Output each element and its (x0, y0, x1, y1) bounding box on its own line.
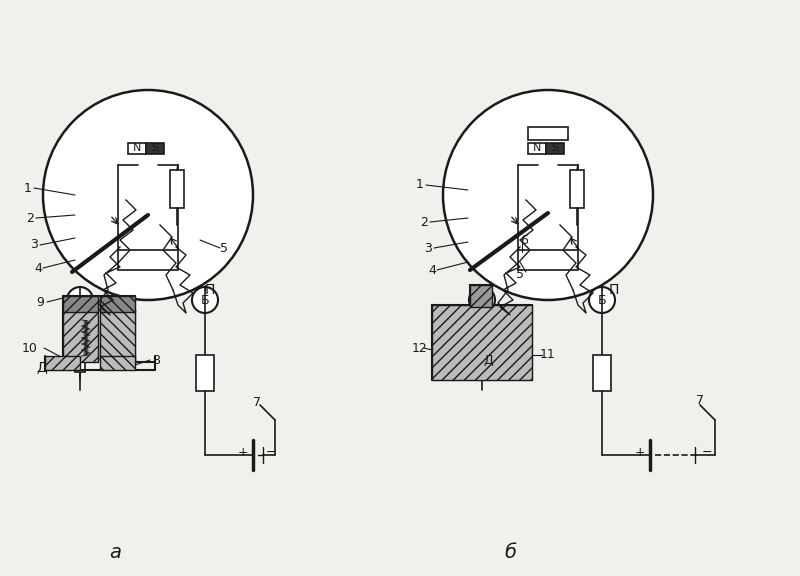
Text: N: N (133, 143, 141, 153)
Bar (118, 250, 178, 270)
Bar (432, 305, 532, 380)
Text: 7: 7 (253, 396, 261, 408)
Bar (593, 355, 611, 391)
Text: Д: Д (483, 354, 493, 366)
Text: 6: 6 (520, 233, 528, 247)
Text: 2: 2 (420, 215, 428, 229)
Text: S: S (151, 143, 158, 153)
Text: +: + (634, 445, 646, 458)
Bar (528, 143, 546, 154)
Text: Д: Д (477, 294, 487, 306)
Text: 5: 5 (516, 268, 524, 282)
Text: −: − (702, 445, 712, 458)
Text: 7: 7 (696, 393, 704, 407)
Bar (63, 296, 98, 312)
Bar (477, 362, 487, 374)
Bar (100, 296, 135, 312)
Text: а: а (109, 543, 121, 562)
Bar (450, 320, 480, 365)
Text: 3: 3 (424, 241, 432, 255)
Text: 11: 11 (540, 348, 556, 362)
Text: Б: Б (201, 294, 210, 306)
Text: +: + (238, 445, 248, 458)
Text: 3: 3 (30, 238, 38, 252)
Bar (78, 296, 98, 312)
Bar (146, 143, 164, 154)
Circle shape (192, 287, 218, 313)
Bar (63, 310, 98, 362)
Text: −: − (266, 445, 276, 458)
Text: 4: 4 (428, 263, 436, 276)
Text: S: S (551, 143, 558, 153)
Bar (546, 143, 564, 154)
Text: 2: 2 (26, 211, 34, 225)
Text: 12: 12 (412, 342, 428, 354)
Text: Д: Д (75, 294, 85, 306)
Text: Д: Д (36, 360, 47, 374)
Text: 9: 9 (36, 295, 44, 309)
Bar (440, 313, 524, 372)
Bar (482, 320, 490, 352)
Bar (528, 127, 568, 140)
Bar (196, 355, 214, 391)
Text: Б: Б (598, 294, 606, 306)
Text: 8: 8 (152, 354, 160, 366)
Circle shape (67, 287, 93, 313)
Bar (454, 325, 474, 360)
Bar (570, 170, 584, 208)
Text: 1: 1 (24, 181, 32, 195)
Text: 1: 1 (416, 179, 424, 191)
Bar (45, 356, 80, 370)
Bar (100, 310, 135, 362)
Text: б: б (504, 543, 516, 562)
Text: П: П (205, 283, 215, 297)
Bar (474, 285, 488, 307)
Text: 4: 4 (34, 262, 42, 275)
Text: N: N (533, 143, 541, 153)
Circle shape (589, 287, 615, 313)
Text: П: П (609, 283, 619, 297)
Circle shape (43, 90, 253, 300)
Bar (518, 250, 578, 270)
Bar (75, 362, 85, 372)
Bar (128, 143, 146, 154)
Bar (170, 170, 184, 208)
Circle shape (443, 90, 653, 300)
Bar (470, 285, 492, 307)
Text: 10: 10 (22, 342, 38, 354)
Bar (100, 356, 135, 370)
Bar (78, 315, 98, 360)
Circle shape (469, 287, 495, 313)
Text: 5: 5 (220, 241, 228, 255)
